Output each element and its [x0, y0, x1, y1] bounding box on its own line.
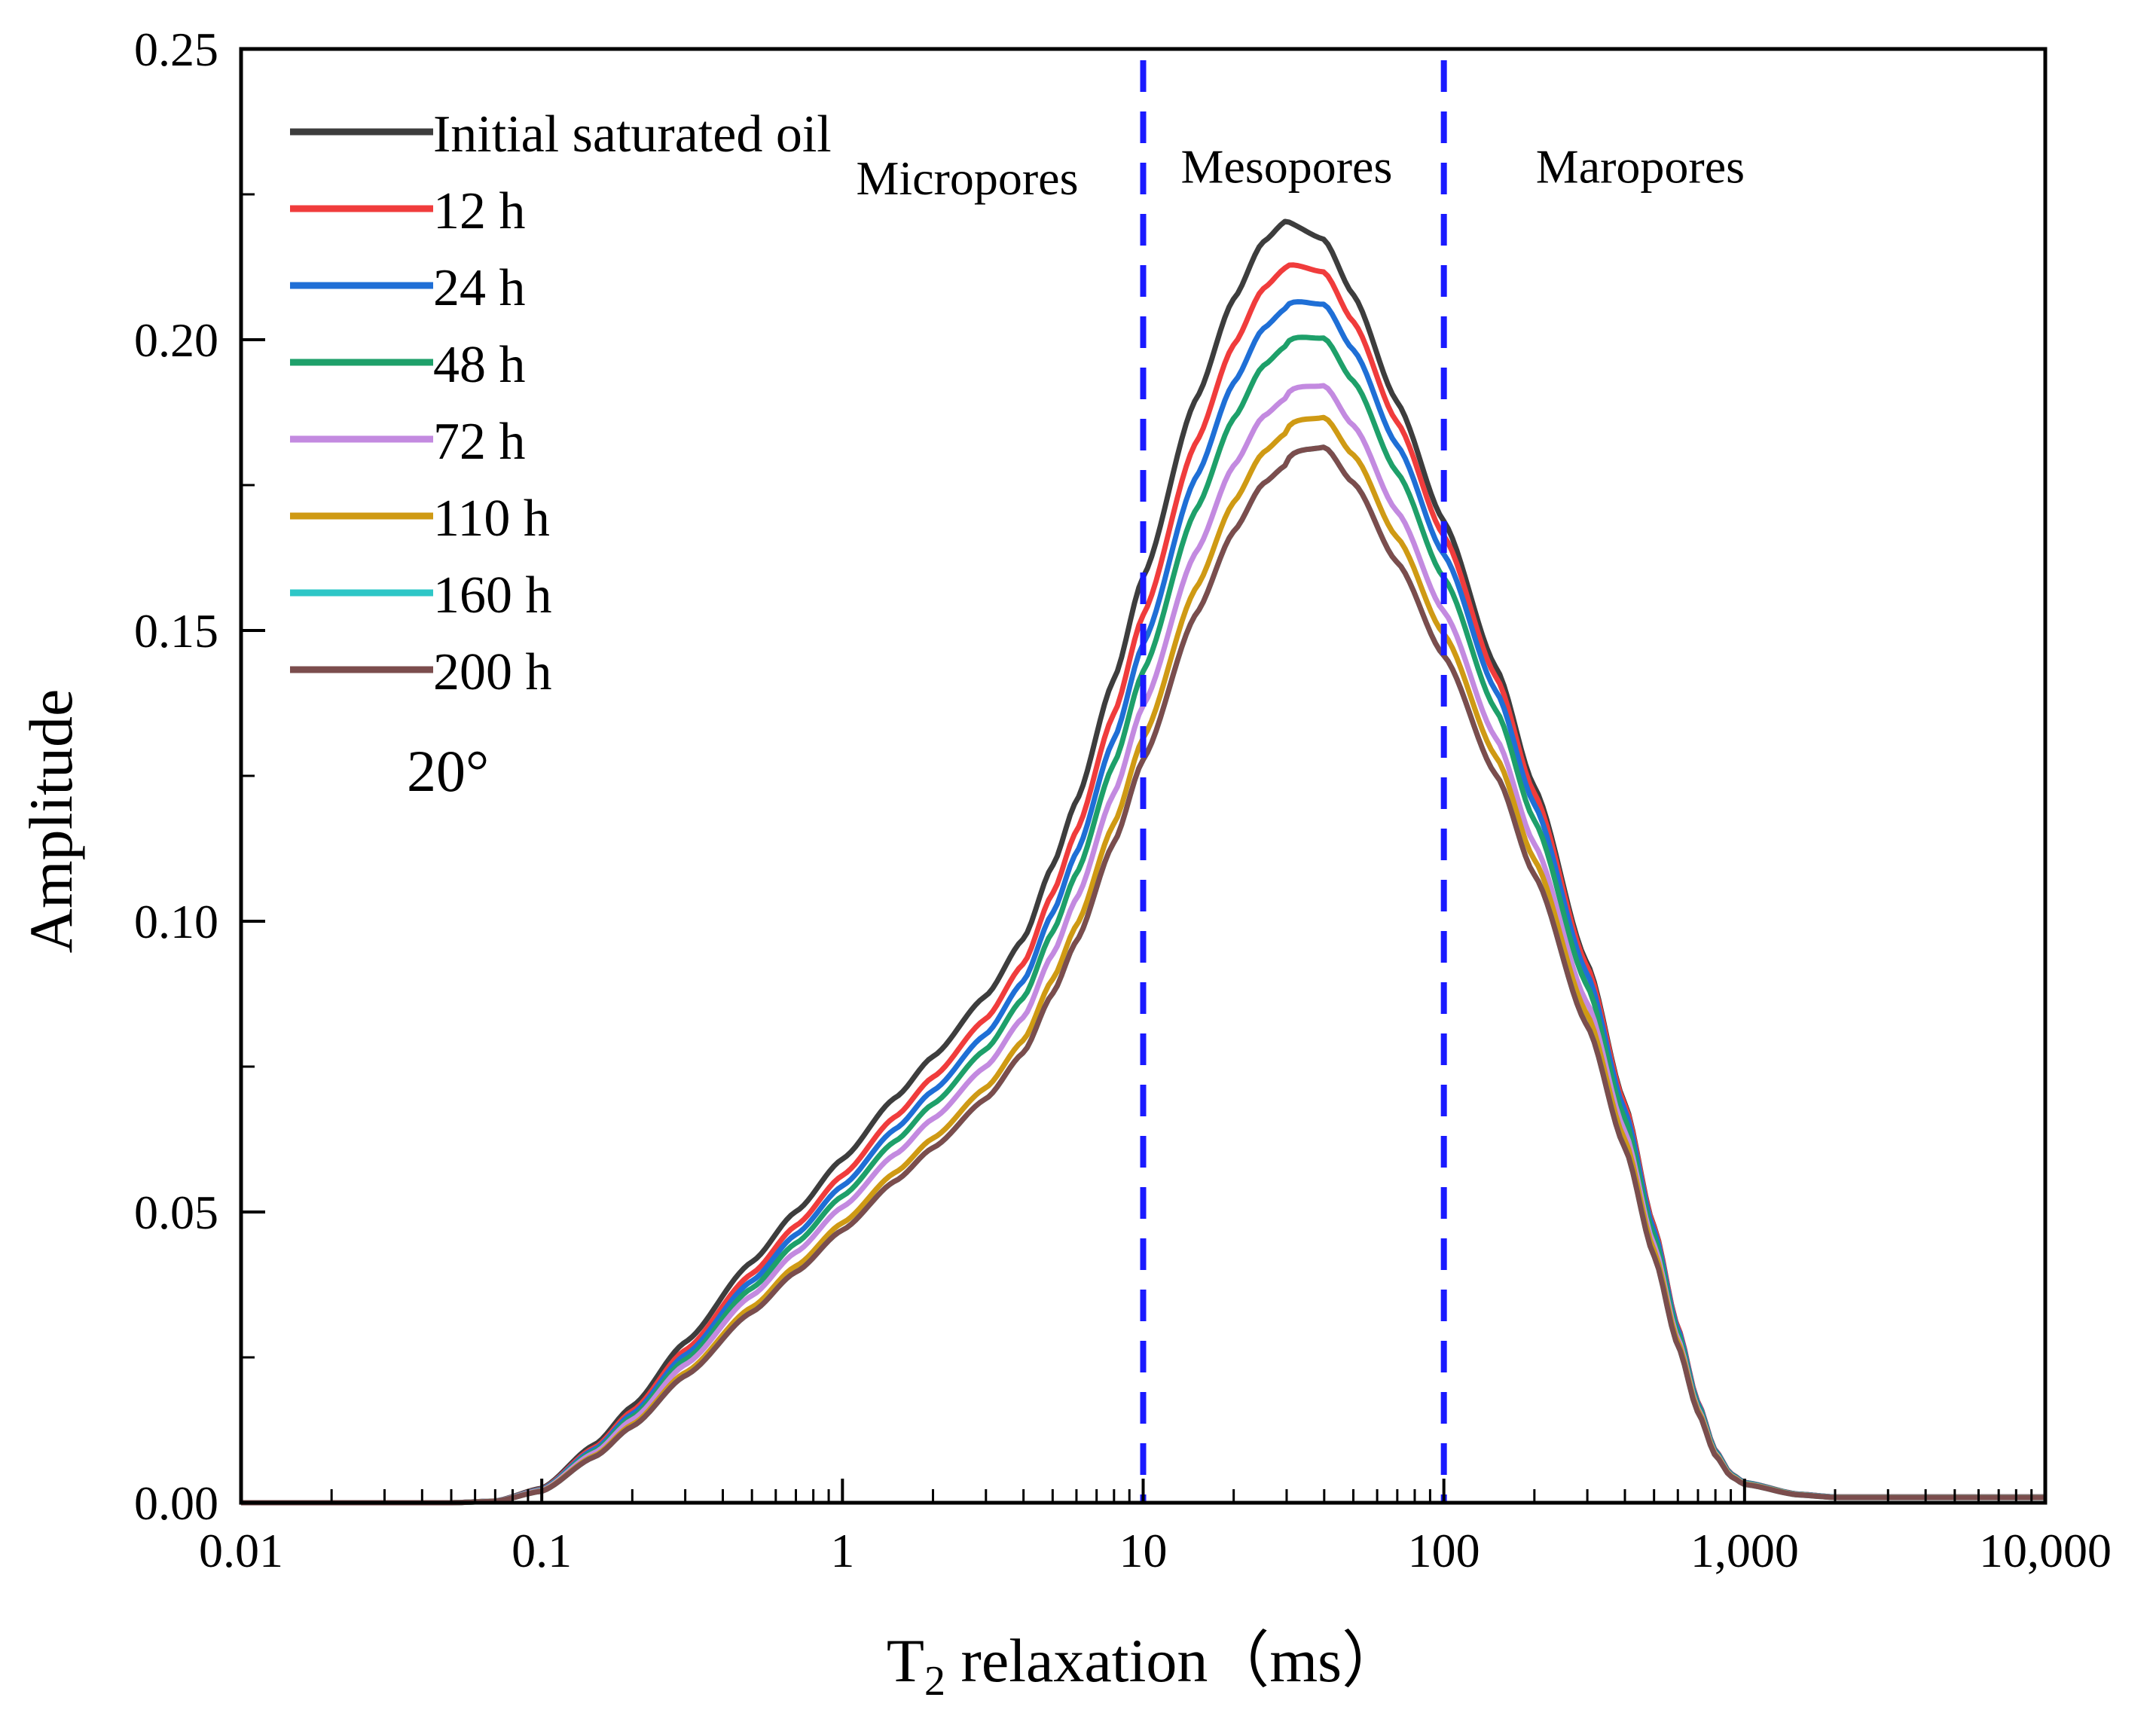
y-tick-label: 0.00	[134, 1476, 218, 1530]
axes: 0.01 0.1 1 10 100 1,000 10,000 0.00 0.05 0.10 0.15…	[134, 23, 2112, 1577]
y-tick-label: 0.25	[134, 23, 218, 76]
legend-label: 48 h	[433, 336, 526, 394]
region-label-micropores: Micropores	[856, 151, 1078, 205]
x-tick-label: 1,000	[1690, 1524, 1799, 1577]
y-tick-label: 0.20	[134, 313, 218, 367]
legend: Initial saturated oil 12 h 24 h 48 h 72 h 110…	[290, 105, 832, 701]
y-axis-label: Amplitude	[17, 689, 85, 954]
legend-label: 12 h	[433, 182, 526, 240]
legend-label: 24 h	[433, 259, 526, 317]
x-axis-label-subscript: 2	[924, 1658, 945, 1705]
legend-label: 200 h	[433, 643, 552, 701]
x-tick-label: 1	[830, 1524, 854, 1577]
region-label-mesopores: Mesopores	[1181, 140, 1393, 194]
legend-label: 72 h	[433, 413, 526, 471]
x-axis-label-rest: relaxation（ms）	[945, 1626, 1403, 1695]
angle-annotation: 20°	[407, 738, 489, 804]
x-tick-label: 10,000	[1979, 1524, 2112, 1577]
x-tick-label: 0.01	[199, 1524, 283, 1577]
y-tick-label: 0.05	[134, 1186, 218, 1239]
legend-label: Initial saturated oil	[433, 105, 832, 163]
y-tick-label: 0.10	[134, 895, 218, 948]
x-tick-label: 100	[1408, 1524, 1480, 1577]
region-label-maropores: Maropores	[1536, 140, 1745, 194]
legend-label: 160 h	[433, 566, 552, 624]
x-axis-label: T2 relaxation（ms）	[887, 1626, 1403, 1705]
y-tick-label: 0.15	[134, 604, 218, 658]
legend-label: 110 h	[433, 490, 550, 548]
x-axis-label-main: T	[887, 1626, 924, 1695]
x-tick-label: 10	[1119, 1524, 1168, 1577]
x-tick-label: 0.1	[512, 1524, 572, 1577]
